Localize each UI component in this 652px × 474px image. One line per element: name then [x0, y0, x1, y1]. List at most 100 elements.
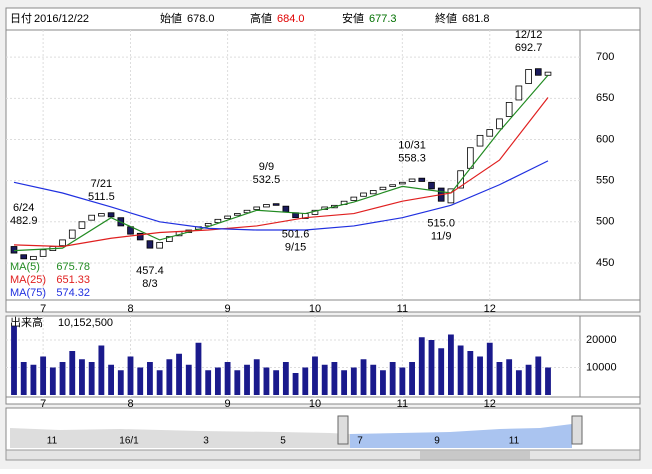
volume-bar: [234, 370, 241, 395]
volume-bar: [350, 367, 357, 395]
volume-bar: [40, 356, 47, 395]
annotation-price: 457.4: [136, 265, 164, 277]
volume-bar: [253, 359, 260, 395]
legend-label: MA(75): [10, 287, 46, 299]
candle: [476, 134, 484, 147]
annotation-date: 10/31: [398, 140, 426, 152]
navigator-label: 3: [203, 436, 209, 447]
candle: [525, 69, 532, 84]
volume-bar: [428, 340, 435, 395]
candle: [428, 181, 435, 190]
volume-bar: [11, 326, 17, 395]
volume-tick-label: 10000: [586, 361, 617, 373]
volume-bar: [195, 342, 202, 395]
annotation-date: 9/9: [259, 161, 274, 173]
annotation-date: 8/3: [142, 278, 157, 290]
x-tick-label: 7: [40, 303, 46, 315]
candle: [263, 204, 270, 208]
volume-bar: [331, 362, 338, 395]
candle: [515, 85, 523, 101]
candle: [457, 170, 464, 189]
annotation-price: 558.3: [398, 153, 426, 165]
volume-bar: [312, 356, 318, 395]
candle: [496, 118, 503, 130]
candle: [379, 186, 387, 191]
ma-line: [13, 160, 549, 231]
candle: [534, 68, 542, 76]
volume-bar: [321, 364, 328, 395]
candle: [369, 190, 377, 195]
range-handle[interactable]: [337, 415, 349, 445]
volume-bar: [205, 370, 212, 395]
annotation-date: 7/21: [91, 178, 112, 190]
close-label: 終値: [435, 11, 457, 25]
navigator-label: 11: [47, 436, 58, 447]
navigator-label: 9: [434, 436, 440, 447]
candle: [399, 181, 406, 185]
volume-bar: [273, 370, 280, 395]
annotation-price: 692.7: [515, 42, 543, 54]
x-tick-label: 10: [309, 398, 321, 410]
high: 684.0: [277, 13, 305, 25]
candle: [59, 239, 66, 247]
volume-bar: [69, 351, 76, 395]
navigator-label: 5: [280, 436, 286, 447]
annotation-date: 9/15: [285, 241, 306, 253]
volume-bar: [224, 362, 231, 395]
annotation-price: 515.0: [427, 217, 455, 229]
candle: [486, 129, 494, 137]
volume-bar: [59, 362, 66, 395]
range-handle[interactable]: [571, 415, 583, 445]
candle: [166, 236, 173, 242]
volume-bar: [117, 370, 124, 395]
volume-bar: [341, 370, 348, 395]
x-tick-label: 10: [309, 303, 321, 315]
candle: [544, 71, 552, 76]
y-tick-label: 600: [596, 133, 614, 145]
volume-title: 出来高: [10, 315, 43, 329]
price-panel: [5, 7, 641, 313]
date: 2016/12/22: [34, 13, 89, 25]
candle: [88, 214, 95, 221]
scroll-thumb[interactable]: [420, 451, 530, 459]
volume-bar: [185, 364, 192, 395]
legend-value: 651.33: [56, 274, 90, 286]
volume-bar: [282, 362, 289, 395]
candle: [98, 213, 105, 217]
x-tick-label: 9: [225, 303, 231, 315]
volume-bar: [176, 353, 182, 395]
volume-bar: [137, 367, 144, 395]
candle: [214, 218, 222, 224]
candle: [10, 246, 18, 254]
ma-line: [13, 97, 549, 248]
navigator-selection: [350, 424, 572, 448]
volume-bar: [108, 364, 115, 395]
volume-bar: [477, 356, 483, 395]
candle: [78, 221, 86, 229]
volume-bar: [525, 364, 532, 395]
navigator-label: 7: [357, 436, 363, 447]
candle: [243, 209, 251, 214]
volume-bar: [409, 362, 415, 395]
candle: [505, 102, 513, 117]
candle: [39, 249, 47, 257]
open-label: 始値: [160, 11, 182, 25]
low: 677.3: [369, 13, 397, 25]
volume-bar: [447, 334, 454, 395]
scrollbar[interactable]: [5, 449, 641, 461]
x-tick-label: 8: [127, 303, 133, 315]
y-tick-label: 550: [596, 175, 614, 187]
navigator-label: 16/1: [119, 436, 139, 447]
volume-tick-label: 20000: [586, 334, 617, 346]
legend-value: 675.78: [56, 261, 90, 273]
y-tick-label: 450: [596, 257, 614, 269]
navigator-area: [10, 428, 350, 448]
candle: [146, 240, 154, 249]
volume-bar: [370, 364, 377, 395]
candle: [156, 241, 163, 249]
candle: [68, 229, 76, 239]
x-tick-label: 12: [484, 398, 496, 410]
volume-bar: [244, 364, 250, 395]
volume-bar: [88, 362, 95, 395]
